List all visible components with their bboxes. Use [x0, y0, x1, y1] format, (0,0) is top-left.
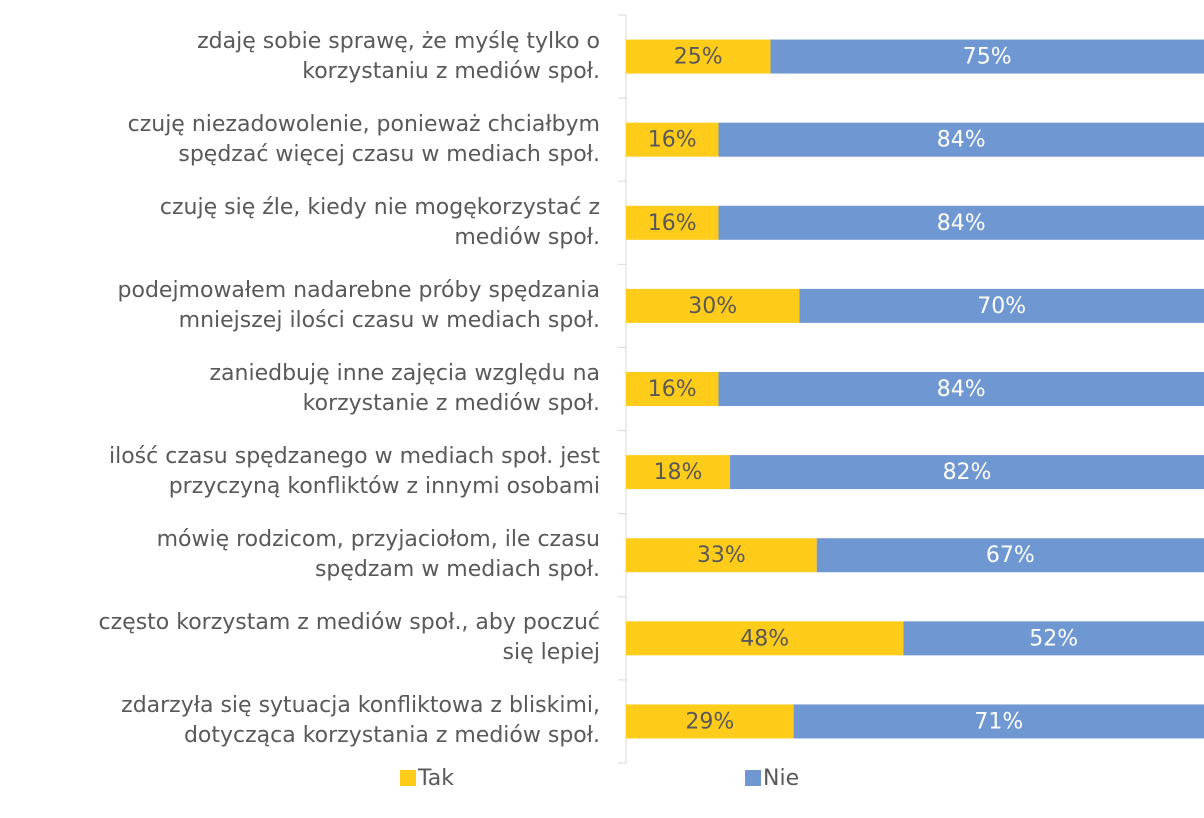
category-label: zdaję sobie sprawę, że myślę tylko o kor… [197, 28, 600, 84]
data-label: 84% [937, 211, 986, 236]
category-label: podejmowałem nadarebne próby spędzania m… [117, 277, 600, 333]
data-label: 70% [977, 294, 1026, 319]
bar-segment [718, 205, 1204, 240]
data-label: 16% [648, 128, 697, 153]
bar-segment [626, 372, 719, 406]
legend-label: Nie [763, 766, 799, 791]
category-label: ilość czasu spędzanego w mediach społ. j… [108, 444, 600, 500]
category-label: czuję się źle, kiedy nie mogękorzystać z… [159, 194, 600, 250]
data-label: 18% [654, 460, 703, 485]
data-label: 30% [688, 294, 737, 319]
data-label: 71% [974, 709, 1023, 734]
legend-swatch [400, 770, 416, 786]
bar-segment [730, 455, 1204, 490]
bar-segment [626, 205, 719, 240]
category-label: zdarzyła się sytuacja konfliktowa z blis… [121, 693, 600, 749]
bar-segment [799, 288, 1204, 323]
bar-segment [626, 455, 731, 490]
bar-segment [626, 704, 794, 739]
data-label: 84% [937, 128, 986, 153]
legend-swatch [745, 770, 761, 786]
bar-segment [626, 538, 817, 573]
category-label: czuję niezadowolenie, ponieważ chciałbym… [127, 111, 600, 167]
data-label: 25% [674, 45, 723, 70]
data-label: 67% [986, 543, 1035, 568]
bar-segment [626, 122, 719, 157]
data-label: 33% [697, 543, 746, 568]
bar-segment [626, 288, 800, 323]
bar-segment [626, 39, 771, 74]
data-label: 75% [963, 45, 1012, 70]
bar-segment [626, 621, 904, 656]
bar-segment [793, 704, 1204, 739]
category-label: zaniedbuję inne zajęcia względu na korzy… [209, 361, 601, 416]
data-label: 29% [685, 709, 734, 734]
bar-segment [816, 538, 1204, 573]
legend-label: Tak [417, 766, 454, 791]
data-label: 52% [1029, 626, 1078, 651]
bar-segment [770, 39, 1204, 74]
data-label: 16% [648, 377, 697, 402]
data-label: 48% [740, 626, 789, 651]
data-label: 82% [943, 460, 992, 485]
category-label: często korzystam z mediów społ., aby poc… [98, 610, 600, 666]
data-label: 16% [648, 211, 697, 236]
bar-segment [903, 621, 1204, 656]
bar-segment [718, 372, 1204, 406]
data-label: 84% [937, 377, 986, 402]
category-label: mówię rodzicom, przyjaciołom, ile czasu … [156, 527, 600, 583]
bar-segment [718, 122, 1204, 157]
